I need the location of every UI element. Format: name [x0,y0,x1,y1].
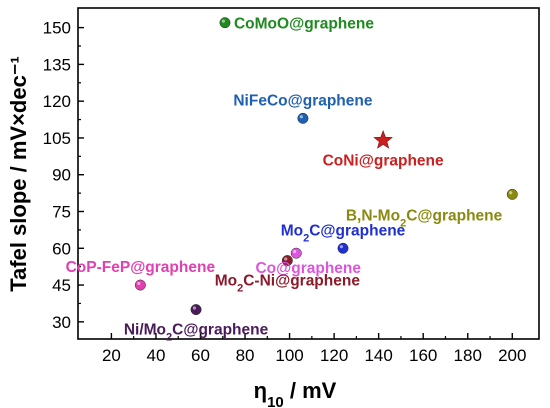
x-tick-label: 100 [275,346,303,365]
data-point-highlight [221,19,225,23]
plot-frame [77,7,540,340]
data-point-highlight [299,115,303,119]
y-tick-label: 135 [43,55,71,74]
data-point [134,279,146,291]
data-point [190,304,202,316]
x-tick-label: 160 [409,346,437,365]
data-point [506,188,518,200]
x-tick-label: 60 [191,346,210,365]
data-label: Mo2C@graphene [281,222,406,244]
y-tick-label: 90 [52,166,71,185]
data-label: CoNi@graphene [323,152,444,169]
x-tick-label: 80 [236,346,255,365]
x-axis: 20 40 60 80 100 120 140 160 180 200 [102,333,526,365]
x-tick-label: 20 [102,346,121,365]
y-tick-label: 30 [52,313,71,332]
y-axis-title: Tafel slope / mV×dec⁻¹ [6,56,31,292]
y-tick-label: 75 [52,203,71,222]
x-tick-label: 180 [454,346,482,365]
x-tick-label: 40 [146,346,165,365]
data-label: Ni/Mo2C@graphene [124,322,269,344]
y-tick-label: 45 [52,276,71,295]
data-point-highlight [293,249,297,254]
data-point-highlight [509,191,513,195]
data-label: B,N-Mo2C@graphene [346,207,503,229]
data-label: CoP-FeP@graphene [66,259,216,276]
data-points [134,17,518,316]
y-tick-label: 105 [43,129,71,148]
data-label: NiFeCo@graphene [233,92,373,109]
y-tick-label: 150 [43,19,71,38]
data-label: CoMoO@graphene [234,16,374,33]
data-labels: CoMoO@graphene NiFeCo@graphene CoNi@graphe… [66,16,503,344]
data-point-highlight [339,245,344,249]
data-label: Co@graphene [255,260,361,277]
data-point [337,242,349,254]
y-axis: 30 45 60 75 90 105 120 135 150 [43,19,84,332]
y-tick-label: 120 [43,92,71,111]
data-point [290,247,302,259]
y-tick-label: 60 [52,239,71,258]
x-tick-label: 120 [320,346,348,365]
data-point-highlight [192,306,197,310]
data-point-highlight [137,281,141,286]
data-label: Mo2C-Ni@graphene [215,273,361,295]
data-point [297,112,309,124]
star-marker [373,130,393,149]
x-axis-title: η10 / mV [254,378,337,408]
x-tick-label: 140 [364,346,392,365]
data-point-highlight [284,257,288,261]
data-point [219,17,231,29]
x-tick-label: 200 [498,346,526,365]
